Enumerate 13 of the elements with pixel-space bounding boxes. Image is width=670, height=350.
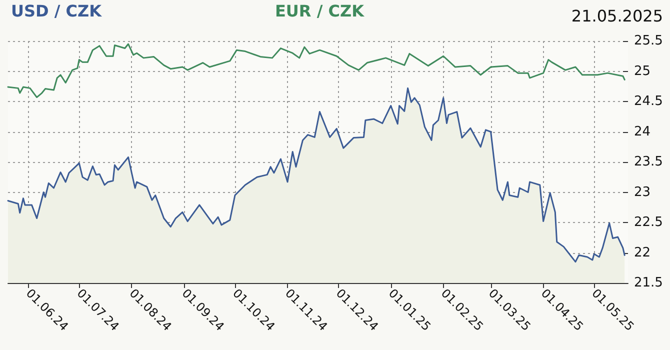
y-tick-label: 24 [634, 124, 651, 140]
y-tick-label: 25 [634, 64, 651, 79]
y-tick-label: 25.5 [634, 34, 663, 48]
line-series [7, 43, 626, 98]
y-tick-label: 23.5 [634, 154, 663, 170]
y-tick-label: 22.5 [634, 215, 663, 230]
chart-title: 21.05.2025 [571, 6, 663, 26]
y-tick-label: 24.5 [634, 94, 663, 109]
y-tick-label: 22 [634, 245, 651, 260]
text: USD / CZK [11, 2, 102, 20]
series-label: EUR / CZK [275, 2, 365, 20]
y-tick-label: 23 [634, 184, 651, 200]
y-tick-label: 21.5 [634, 276, 663, 290]
